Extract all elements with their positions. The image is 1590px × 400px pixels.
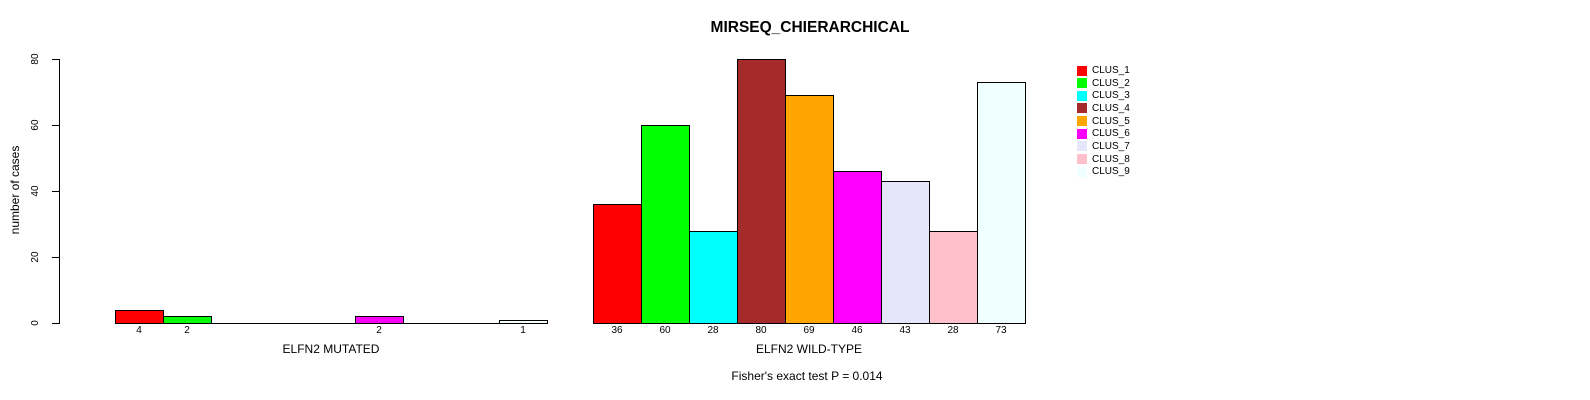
bar-value-label: 69 — [803, 325, 815, 336]
bar-clus_2 — [641, 125, 690, 324]
y-tick-mark — [52, 191, 59, 192]
legend-swatch-clus_4 — [1077, 103, 1087, 114]
legend-item-label: CLUS_8 — [1092, 153, 1130, 165]
bar-clus_1 — [115, 310, 164, 324]
legend-item-label: CLUS_5 — [1092, 115, 1130, 127]
legend-swatch-clus_5 — [1077, 116, 1087, 127]
chart-title: MIRSEQ_CHIERARCHICAL — [710, 19, 910, 36]
bar-clus_8 — [929, 231, 978, 324]
legend-item-label: CLUS_4 — [1092, 102, 1130, 114]
bar-clus_6 — [355, 316, 404, 324]
x-group-label-wildtype: ELFN2 WILD-TYPE — [755, 342, 863, 356]
bar-clus_9 — [977, 82, 1026, 324]
bar-value-label: 2 — [376, 325, 382, 336]
x-axis-baseline — [115, 323, 548, 324]
y-tick-label: 0 — [30, 320, 41, 326]
bar-value-label: 1 — [520, 325, 526, 336]
bar-clus_5 — [785, 95, 834, 324]
x-group-label-mutated: ELFN2 MUTATED — [282, 342, 380, 356]
legend-swatch-clus_7 — [1077, 141, 1087, 152]
bar-clus_2 — [163, 316, 212, 324]
bar-value-label: 28 — [947, 325, 959, 336]
legend-swatch-clus_6 — [1077, 128, 1087, 139]
bar-clus_4 — [737, 59, 786, 324]
y-tick-mark — [52, 323, 59, 324]
legend-swatch-clus_2 — [1077, 78, 1087, 89]
legend-item-label: CLUS_6 — [1092, 128, 1130, 140]
bar-clus_3 — [689, 231, 738, 324]
bar-clus_1 — [593, 204, 642, 324]
bar-clus_6 — [833, 171, 882, 324]
fisher-test-annotation: Fisher's exact test P = 0.014 — [731, 369, 883, 383]
y-tick-label: 80 — [30, 53, 41, 65]
bar-value-label: 4 — [136, 325, 142, 336]
bar-value-label: 73 — [995, 325, 1007, 336]
y-tick-label: 20 — [30, 251, 41, 263]
legend-item-label: CLUS_7 — [1092, 140, 1130, 152]
legend-swatch-clus_1 — [1077, 65, 1087, 76]
y-tick-mark — [52, 257, 59, 258]
y-axis-label: number of cases — [8, 145, 22, 235]
bar-value-label: 28 — [707, 325, 719, 336]
legend-swatch-clus_9 — [1077, 166, 1087, 177]
y-tick-label: 40 — [30, 185, 41, 197]
bar-value-label: 2 — [184, 325, 190, 336]
y-tick-mark — [52, 125, 59, 126]
legend-item-label: CLUS_9 — [1092, 166, 1130, 178]
legend-swatch-clus_8 — [1077, 154, 1087, 165]
bar-value-label: 80 — [755, 325, 767, 336]
legend-item-label: CLUS_2 — [1092, 77, 1130, 89]
legend-item-label: CLUS_3 — [1092, 90, 1130, 102]
bar-clus_9 — [499, 320, 548, 324]
y-tick-label: 60 — [30, 119, 41, 131]
bar-value-label: 46 — [851, 325, 863, 336]
bar-value-label: 36 — [611, 325, 623, 336]
legend-item-label: CLUS_1 — [1092, 65, 1130, 76]
bar-value-label: 43 — [899, 325, 911, 336]
bar-value-label: 60 — [659, 325, 671, 336]
legend-swatch-clus_3 — [1077, 90, 1087, 101]
bar-clus_7 — [881, 181, 930, 324]
y-axis-line — [59, 59, 60, 324]
y-tick-mark — [52, 59, 59, 60]
